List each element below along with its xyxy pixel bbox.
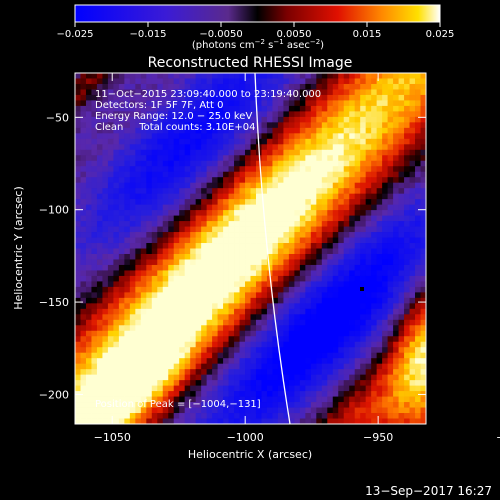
colorbar-tick-label: −0.025	[56, 29, 93, 40]
y-tick-label: −150	[39, 296, 69, 309]
x-tick-label: −900	[496, 431, 500, 444]
x-tick-label: −1050	[94, 431, 131, 444]
peak-marker	[360, 287, 364, 291]
peak-position-label: Position of Peak = [−1004,−131]	[95, 399, 261, 410]
colorbar-tick-label: 0.025	[426, 29, 455, 40]
overlay-time-range: 11−Oct−2015 23:09:40.000 to 23:19:40.000	[95, 89, 321, 100]
y-tick-label: −200	[39, 388, 69, 401]
x-tick-label: −1000	[227, 431, 264, 444]
x-axis: −1050 −1000 −950 −900	[94, 73, 500, 444]
plot-title: Reconstructed RHESSI Image	[148, 55, 353, 71]
plot-frame	[74, 72, 427, 425]
colorbar-gradient	[74, 4, 441, 23]
colorbar-tick-label: 0.0050	[277, 29, 312, 40]
y-tick-label: −50	[46, 111, 69, 124]
colorbar: −0.025 −0.015 −0.0050 0.0050 0.015 0.025 (pho…	[56, 4, 454, 51]
y-axis-label: Heliocentric Y (arcsec)	[12, 186, 25, 310]
overlay-detectors: Detectors: 1F 5F 7F, Att 0	[95, 100, 223, 111]
colorbar-ticks: −0.025 −0.015 −0.0050 0.0050 0.015 0.025	[56, 22, 454, 40]
x-tick-label: −950	[363, 431, 393, 444]
colorbar-tick-label: −0.0050	[199, 29, 242, 40]
rhessi-image	[75, 73, 426, 424]
colorbar-tick-label: −0.015	[129, 29, 166, 40]
overlay-clean-counts: Clean Total counts: 3.10E+04	[95, 122, 255, 133]
colorbar-tick-label: 0.015	[353, 29, 382, 40]
colorbar-unit-label: (photons cm−2 s−1 asec−2)	[192, 38, 324, 51]
footer-date: 13−Sep−2017 16:27	[365, 484, 492, 498]
solar-limb-line	[254, 73, 291, 424]
overlay-info: 11−Oct−2015 23:09:40.000 to 23:19:40.000…	[95, 89, 321, 133]
y-tick-label: −100	[39, 204, 69, 217]
y-axis: −50 −100 −150 −200	[39, 111, 426, 401]
x-axis-label: Heliocentric X (arcsec)	[188, 448, 312, 461]
overlay-energy-range: Energy Range: 12.0 − 25.0 keV	[95, 111, 252, 122]
